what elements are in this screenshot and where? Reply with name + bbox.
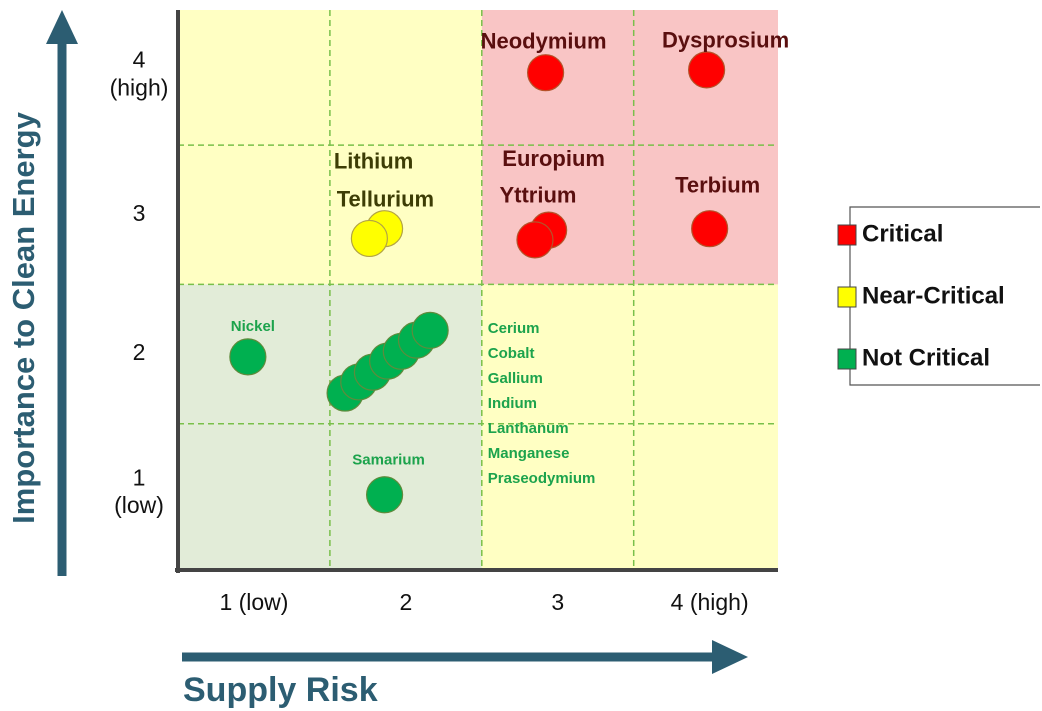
grid	[178, 10, 778, 570]
point-label: Samarium	[352, 452, 425, 469]
quadrant-low-importance-high-risk	[481, 284, 778, 570]
point-label: Terbium	[675, 173, 760, 198]
point	[365, 476, 404, 514]
point	[411, 311, 449, 349]
legend-swatch	[837, 224, 857, 246]
point-label: Cerium	[488, 320, 540, 337]
legend-label: Critical	[862, 220, 943, 247]
x-tick-label: 3	[551, 589, 564, 615]
legend-swatch	[837, 348, 857, 370]
point	[516, 221, 554, 259]
point	[688, 51, 726, 89]
x-tick-label: 1 (low)	[219, 589, 288, 615]
point-label: Manganese	[488, 445, 570, 462]
point-label: Europium	[502, 146, 605, 171]
point-label: Nickel	[231, 318, 275, 335]
legend: Critical Near-Critical Not Critical	[837, 220, 1005, 371]
point-label: Dysprosium	[662, 28, 789, 53]
point-labels: Neodymium Dysprosium Europium Yttrium Terbiu…	[231, 28, 789, 487]
y-arrow-head	[46, 10, 78, 44]
point-label: Cobalt	[488, 345, 535, 362]
legend-label: Not Critical	[862, 344, 990, 371]
x-arrow-head	[712, 640, 748, 674]
point-label: Lanthanum	[488, 420, 569, 437]
y-tick-label: 2	[133, 339, 146, 365]
point-label: Lithium	[334, 149, 413, 174]
point-label: Indium	[488, 395, 537, 412]
point	[350, 219, 388, 258]
point-label: Gallium	[488, 370, 543, 387]
x-tick-label: 4 (high)	[671, 589, 749, 615]
y-axis-title: Importance to Clean Energy	[6, 111, 41, 523]
point	[229, 338, 267, 376]
point-label: Tellurium	[337, 186, 434, 211]
point-label: Yttrium	[499, 183, 576, 208]
y-tick-label: 1 (low)	[114, 465, 164, 519]
points	[229, 51, 729, 514]
y-tick-label: 3	[133, 200, 146, 226]
point-label: Praseodymium	[488, 470, 596, 487]
point	[691, 210, 729, 248]
x-axis-title: Supply Risk	[183, 671, 378, 709]
y-tick-label: 4 (high)	[110, 47, 169, 101]
legend-label: Near-Critical	[862, 282, 1005, 309]
quadrants	[178, 10, 778, 570]
legend-swatch	[837, 286, 857, 308]
point-label: Neodymium	[481, 28, 607, 53]
point	[526, 54, 565, 92]
x-tick-label: 2	[399, 589, 412, 615]
